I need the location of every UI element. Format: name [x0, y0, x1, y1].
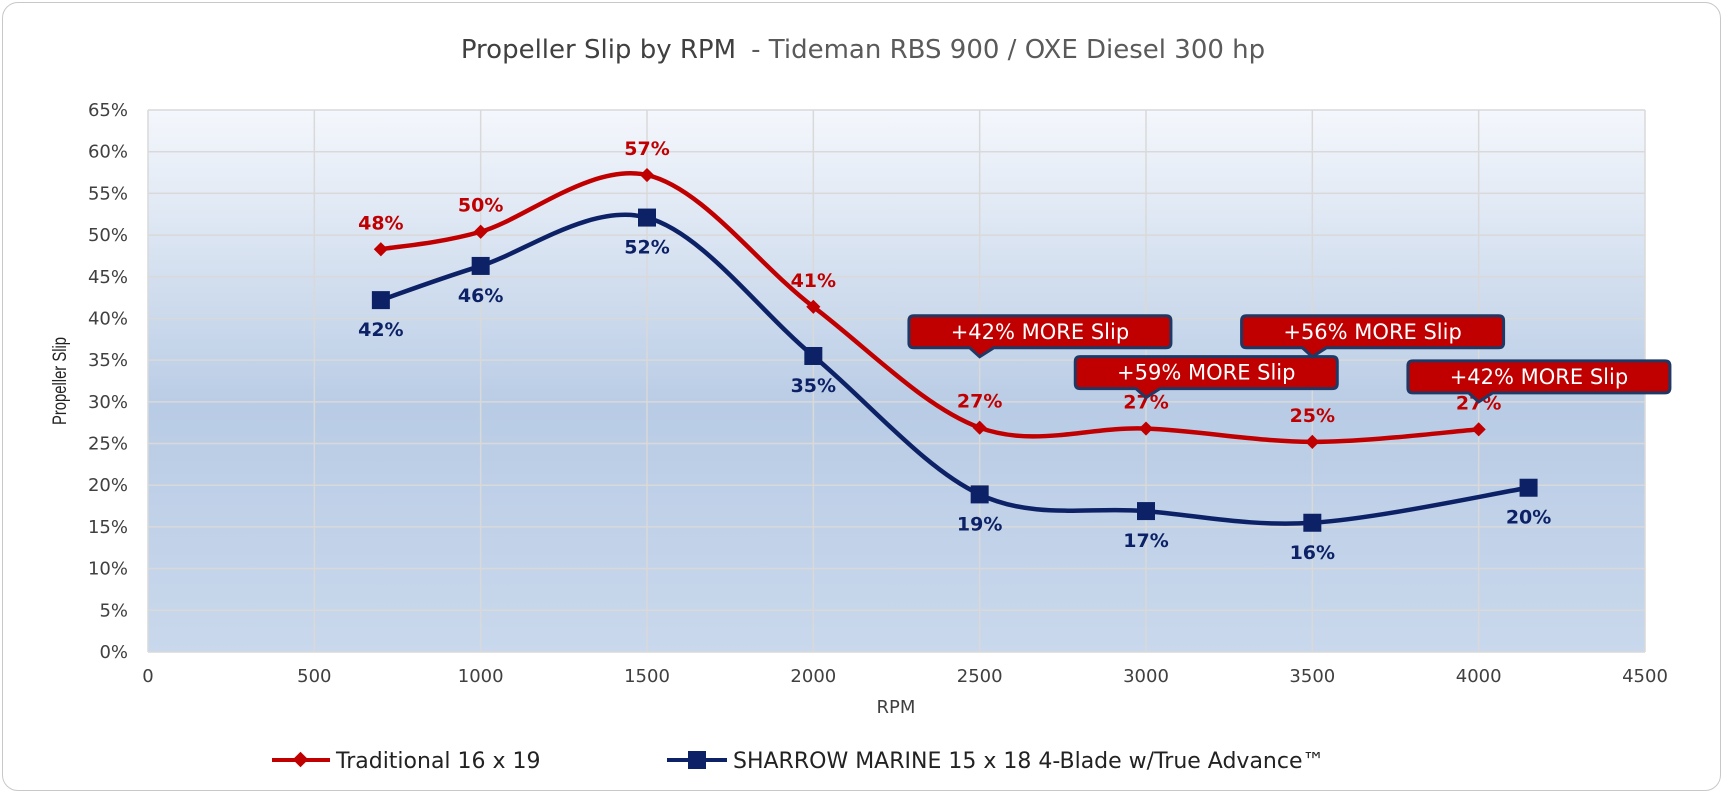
- gridlines: [147, 109, 1646, 653]
- x-tick-label: 0: [142, 666, 153, 687]
- callout-text: +56% MORE Slip: [1283, 320, 1461, 344]
- x-tick-label: 1000: [458, 666, 504, 687]
- x-tick-label: 1500: [624, 666, 670, 687]
- y-tick-label: 40%: [88, 308, 128, 329]
- data-label: 46%: [458, 285, 503, 307]
- legend-label-sharrow: SHARROW MARINE 15 x 18 4-Blade w/True Ad…: [733, 749, 1325, 774]
- data-label: 41%: [791, 270, 836, 292]
- data-point-square[interactable]: [1303, 513, 1322, 532]
- x-tick-label: 3000: [1123, 666, 1169, 687]
- x-axis-title: RPM: [877, 697, 916, 718]
- x-tick-label: 3500: [1289, 666, 1335, 687]
- y-tick-label: 45%: [88, 267, 128, 288]
- data-label: 35%: [791, 375, 836, 397]
- legend-item-traditional[interactable]: Traditional 16 x 19: [272, 749, 541, 774]
- series-layer: [371, 167, 1538, 532]
- callout-box: [1240, 314, 1506, 359]
- x-tick-label: 4000: [1456, 666, 1502, 687]
- y-tick-label: 50%: [88, 225, 128, 246]
- data-label: 50%: [458, 195, 503, 217]
- callout-box: [1073, 355, 1339, 400]
- legend-marker-diamond: [292, 751, 309, 768]
- data-point-diamond[interactable]: [473, 224, 488, 239]
- data-point-square[interactable]: [1137, 502, 1155, 521]
- legend-marker-square: [688, 751, 706, 769]
- legend-item-sharrow[interactable]: SHARROW MARINE 15 x 18 4-Blade w/True Ad…: [667, 749, 1325, 774]
- series-line-0: [380, 171, 1479, 445]
- plot-area: [148, 110, 1645, 652]
- x-tick-label: 500: [297, 666, 331, 687]
- x-tick-label: 4500: [1622, 666, 1668, 687]
- data-label: 16%: [1290, 542, 1335, 564]
- y-tick-label: 60%: [88, 142, 128, 163]
- y-axis-title: Propeller Slip: [49, 337, 70, 425]
- data-point-square[interactable]: [638, 208, 656, 227]
- data-point-diamond[interactable]: [972, 420, 987, 435]
- y-tick-label: 55%: [88, 183, 128, 204]
- callout-more-slip: +42% MORE Slip: [1406, 359, 1672, 404]
- y-tick-label: 5%: [99, 600, 128, 621]
- x-tick-label: 2500: [957, 666, 1003, 687]
- data-point-diamond[interactable]: [373, 242, 388, 257]
- callout-text: +42% MORE Slip: [1450, 365, 1628, 389]
- y-tick-label: 0%: [99, 642, 128, 663]
- y-tick-label: 20%: [88, 475, 128, 496]
- y-tick-label: 25%: [88, 434, 128, 455]
- callout-box: [907, 314, 1173, 359]
- data-label: 27%: [1123, 392, 1168, 414]
- data-point-square[interactable]: [1519, 478, 1538, 497]
- chart-subtitle: - Tideman RBS 900 / OXE Diesel 300 hp: [751, 35, 1265, 65]
- data-label: 57%: [624, 138, 669, 160]
- data-label: 25%: [1290, 405, 1335, 427]
- x-tick-label: 2000: [790, 666, 836, 687]
- y-tick-label: 15%: [88, 517, 128, 538]
- data-label: 27%: [957, 391, 1002, 413]
- callout-more-slip: +56% MORE Slip: [1240, 314, 1506, 359]
- y-tick-label: 35%: [88, 350, 128, 371]
- callout-more-slip: +59% MORE Slip: [1073, 355, 1339, 400]
- legend: Traditional 16 x 19 SHARROW MARINE 15 x …: [272, 749, 1325, 774]
- data-point-square[interactable]: [970, 485, 989, 504]
- legend-label-traditional: Traditional 16 x 19: [335, 749, 541, 774]
- data-point-diamond[interactable]: [1138, 421, 1154, 436]
- data-point-square[interactable]: [804, 346, 823, 365]
- callout-text: +59% MORE Slip: [1117, 361, 1295, 385]
- data-labels: 48%50%57%41%27%27%25%27%42%46%52%35%19%1…: [358, 138, 1551, 564]
- data-point-diamond[interactable]: [806, 299, 821, 314]
- data-point-diamond[interactable]: [1471, 422, 1486, 437]
- data-point-diamond[interactable]: [1305, 434, 1320, 449]
- data-label: 17%: [1123, 530, 1168, 552]
- data-label: 42%: [358, 319, 403, 341]
- callout-box: [1406, 359, 1672, 404]
- chart-title-main: Propeller Slip by RPM: [461, 35, 736, 65]
- callouts: +42% MORE Slip +59% MORE Slip +56% MORE Sl…: [907, 314, 1672, 404]
- chart-title: Propeller Slip by RPM - Tideman RBS 900 …: [461, 35, 1265, 65]
- callout-more-slip: +42% MORE Slip: [907, 314, 1173, 359]
- callout-text: +42% MORE Slip: [951, 320, 1129, 344]
- x-axis-ticks: 0 500 1000 1500 2000 2500 3000 3500 4000 4500: [142, 666, 1668, 687]
- data-point-square[interactable]: [371, 291, 390, 310]
- data-label: 19%: [957, 513, 1002, 535]
- data-label: 20%: [1506, 507, 1551, 529]
- data-point-diamond[interactable]: [639, 167, 655, 183]
- data-label: 52%: [624, 237, 669, 259]
- data-label: 48%: [358, 212, 403, 234]
- y-tick-label: 10%: [88, 559, 128, 580]
- y-axis-ticks: 0% 5% 10% 15% 20% 25% 30% 35% 40% 45% 50% 55% 60% 65%: [88, 100, 128, 663]
- y-tick-label: 65%: [88, 100, 128, 121]
- data-point-square[interactable]: [471, 256, 490, 275]
- y-tick-label: 30%: [88, 392, 128, 413]
